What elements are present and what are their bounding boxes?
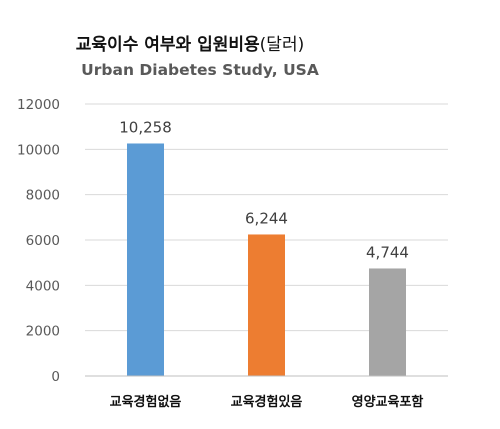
bar: [248, 234, 285, 376]
data-label: 6,244: [245, 209, 288, 227]
y-tick-label: 6000: [26, 233, 60, 249]
y-tick-label: 12000: [17, 97, 60, 113]
data-label: 4,744: [366, 243, 409, 261]
x-category-label: 교육경험있음: [231, 394, 303, 410]
data-label: 10,258: [119, 118, 172, 136]
bar: [369, 268, 406, 376]
y-tick-label: 4000: [26, 278, 60, 294]
bar: [127, 143, 164, 376]
chart-title-main: 교육이수 여부와 입원비용: [75, 35, 260, 55]
y-tick-label: 8000: [26, 188, 60, 204]
chart-title: 교육이수 여부와 입원비용(달러): [40, 30, 340, 55]
y-tick-label: 0: [51, 369, 60, 385]
x-category-label: 영양교육포함: [352, 394, 424, 410]
y-tick-label: 2000: [26, 324, 60, 340]
chart-title-unit: (달러): [259, 35, 305, 55]
x-category-label: 교육경험없음: [110, 394, 182, 410]
chart-subtitle: Urban Diabetes Study, USA: [81, 61, 319, 79]
y-tick-label: 10000: [17, 142, 60, 158]
